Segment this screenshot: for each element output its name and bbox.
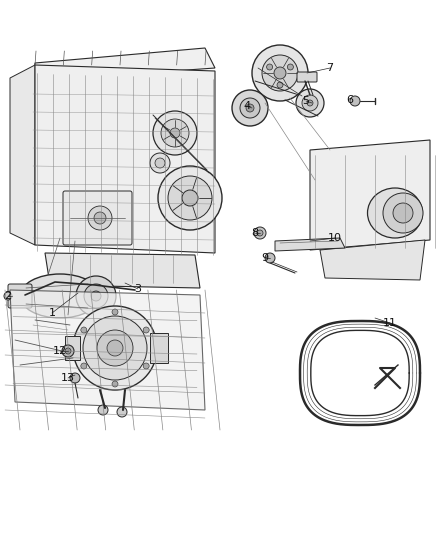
Circle shape — [307, 100, 313, 106]
FancyBboxPatch shape — [8, 284, 32, 308]
Circle shape — [143, 327, 149, 333]
Circle shape — [277, 82, 283, 88]
Circle shape — [94, 212, 106, 224]
Circle shape — [246, 104, 254, 112]
Circle shape — [265, 253, 275, 263]
Circle shape — [274, 67, 286, 79]
Circle shape — [91, 291, 101, 301]
Circle shape — [70, 373, 80, 383]
Polygon shape — [275, 238, 345, 251]
Circle shape — [117, 407, 127, 417]
Text: 10: 10 — [328, 233, 342, 243]
Circle shape — [143, 363, 149, 369]
Circle shape — [107, 340, 123, 356]
Polygon shape — [10, 290, 205, 410]
Circle shape — [182, 190, 198, 206]
Circle shape — [84, 284, 108, 308]
Circle shape — [350, 96, 360, 106]
Circle shape — [254, 227, 266, 239]
Circle shape — [161, 119, 189, 147]
Circle shape — [287, 64, 293, 70]
Circle shape — [153, 111, 197, 155]
Circle shape — [76, 276, 116, 316]
Polygon shape — [33, 48, 215, 81]
Bar — [65, 336, 80, 360]
Circle shape — [296, 89, 324, 117]
Circle shape — [383, 193, 423, 233]
Circle shape — [112, 381, 118, 387]
Text: 13: 13 — [61, 373, 75, 383]
Text: 7: 7 — [326, 63, 334, 73]
Text: 11: 11 — [383, 318, 397, 328]
Text: 4: 4 — [244, 101, 251, 111]
Circle shape — [170, 128, 180, 138]
Circle shape — [81, 363, 87, 369]
FancyBboxPatch shape — [63, 191, 132, 245]
Circle shape — [62, 345, 74, 357]
Text: 9: 9 — [261, 253, 268, 263]
Circle shape — [168, 176, 212, 220]
Text: 5: 5 — [303, 96, 310, 106]
Ellipse shape — [367, 188, 423, 238]
Text: 1: 1 — [49, 308, 56, 318]
Text: 6: 6 — [346, 95, 353, 105]
Circle shape — [83, 316, 147, 380]
Circle shape — [267, 64, 272, 70]
Text: 3: 3 — [134, 284, 141, 294]
Circle shape — [98, 405, 108, 415]
Circle shape — [257, 230, 263, 236]
Polygon shape — [320, 240, 425, 280]
Circle shape — [88, 206, 112, 230]
Polygon shape — [45, 253, 200, 288]
Circle shape — [240, 98, 260, 118]
Circle shape — [158, 166, 222, 230]
Circle shape — [232, 90, 268, 126]
Polygon shape — [310, 140, 430, 250]
Text: 8: 8 — [251, 228, 258, 238]
Polygon shape — [35, 65, 215, 253]
Circle shape — [112, 309, 118, 315]
Circle shape — [393, 203, 413, 223]
Circle shape — [252, 45, 308, 101]
Circle shape — [97, 330, 133, 366]
FancyBboxPatch shape — [297, 72, 317, 82]
Circle shape — [150, 153, 170, 173]
Circle shape — [262, 55, 298, 91]
Circle shape — [155, 158, 165, 168]
Text: 2: 2 — [4, 291, 11, 301]
Circle shape — [4, 292, 12, 300]
Circle shape — [73, 306, 157, 390]
Circle shape — [302, 95, 318, 111]
Ellipse shape — [20, 274, 100, 318]
Circle shape — [65, 348, 71, 354]
Polygon shape — [10, 65, 35, 245]
Text: 12: 12 — [53, 346, 67, 356]
Bar — [150, 333, 168, 363]
Circle shape — [81, 327, 87, 333]
